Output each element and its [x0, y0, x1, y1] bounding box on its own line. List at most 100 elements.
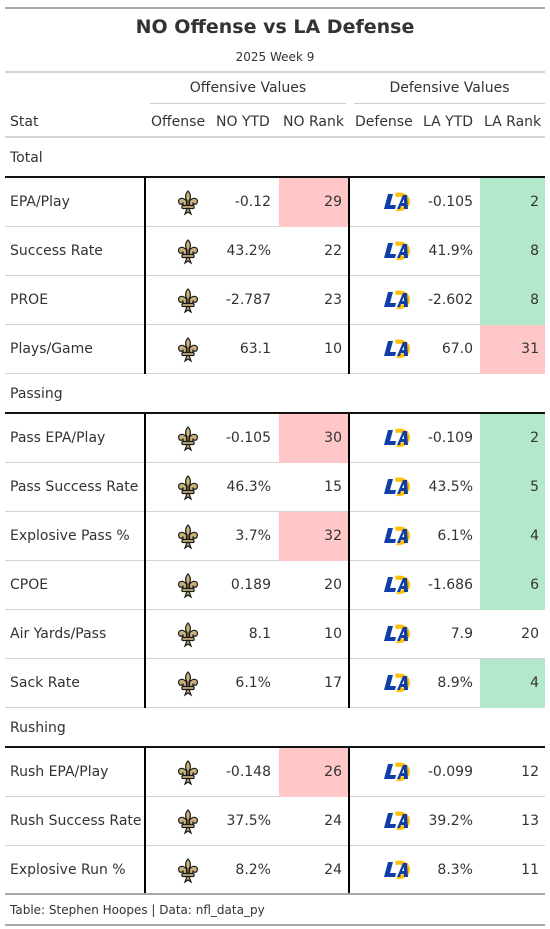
no-ytd-value-text: -0.105: [225, 430, 271, 446]
rams-la-logo-icon: [384, 526, 411, 546]
la-rank-value-text: 2: [530, 194, 539, 210]
no-ytd-value: -0.12: [205, 178, 277, 227]
spanner-offensive-values: Offensive Values: [189, 80, 307, 96]
la-ytd-value: 8.3%: [411, 846, 479, 895]
stat-label: Sack Rate: [5, 659, 145, 708]
stat-label: Pass Success Rate: [5, 463, 145, 512]
la-rank-value-text: 6: [530, 577, 539, 593]
stat-label-text: PROE: [10, 292, 49, 308]
column-header-defense: Defense: [355, 114, 413, 130]
stat-label: Success Rate: [5, 227, 145, 276]
rams-la-logo-icon: [384, 192, 411, 212]
la-rank-value: 5: [480, 463, 545, 512]
table-row: Plays/Game 63.1 10 67.0 31: [5, 325, 545, 374]
la-ytd-value-text: 8.3%: [437, 862, 473, 878]
la-ytd-value-text: 6.1%: [437, 528, 473, 544]
no-rank-value-text: 30: [324, 430, 342, 446]
no-rank-value: 22: [279, 227, 348, 276]
rams-la-logo-icon: [384, 339, 411, 359]
no-rank-value: 24: [279, 846, 348, 895]
no-rank-value: 10: [279, 610, 348, 659]
stat-label-text: Explosive Pass %: [10, 528, 130, 544]
stat-label: Air Yards/Pass: [5, 610, 145, 659]
table-row: Success Rate 43.2% 22 41.9% 8: [5, 227, 545, 276]
no-rank-value: 23: [279, 276, 348, 325]
la-ytd-value: -0.105: [411, 178, 479, 227]
stat-label: CPOE: [5, 561, 145, 610]
no-ytd-value-text: 8.2%: [235, 862, 271, 878]
column-header-rule: [5, 136, 545, 138]
table-subtitle: 2025 Week 9: [235, 50, 315, 64]
no-ytd-value-text: -0.12: [234, 194, 271, 210]
la-ytd-value-text: -1.686: [427, 577, 473, 593]
group-row-passing: Passing: [5, 374, 545, 414]
la-rank-value-text: 12: [521, 764, 539, 780]
la-rank-value-text: 31: [521, 341, 539, 357]
la-rank-value: 13: [480, 797, 545, 846]
no-rank-value: 26: [279, 748, 348, 797]
no-ytd-value: 46.3%: [205, 463, 277, 512]
no-rank-value-text: 23: [324, 292, 342, 308]
stat-label: Pass EPA/Play: [5, 414, 145, 463]
column-header-offense: Offense: [151, 114, 206, 130]
la-ytd-value-text: -2.602: [427, 292, 473, 308]
la-rank-value: 31: [480, 325, 545, 374]
la-ytd-value: 43.5%: [411, 463, 479, 512]
la-ytd-value-text: -0.105: [427, 194, 473, 210]
stat-label: Plays/Game: [5, 325, 145, 374]
no-rank-value: 17: [279, 659, 348, 708]
la-ytd-value: -0.109: [411, 414, 479, 463]
no-ytd-value-text: 37.5%: [226, 813, 271, 829]
saints-fleur-de-lis-icon: [177, 524, 199, 550]
la-rank-value-text: 2: [530, 430, 539, 446]
stat-label-text: Success Rate: [10, 243, 103, 259]
stat-label-text: Pass Success Rate: [10, 479, 139, 495]
la-ytd-value-text: 41.9%: [428, 243, 473, 259]
no-rank-value: 15: [279, 463, 348, 512]
no-ytd-value-text: 63.1: [239, 341, 271, 357]
group-divider: [5, 176, 545, 178]
group-row-rushing: Rushing: [5, 708, 545, 748]
stat-label: Rush EPA/Play: [5, 748, 145, 797]
stat-label-text: Rush EPA/Play: [10, 764, 109, 780]
defense-separator: [348, 178, 350, 374]
rams-la-logo-icon: [384, 575, 411, 595]
column-header-la-ytd: LA YTD: [423, 114, 474, 130]
table-row: Pass EPA/Play -0.105 30 -0.109 2: [5, 414, 545, 463]
no-rank-value-text: 10: [324, 341, 342, 357]
no-ytd-value: 8.2%: [205, 846, 277, 895]
rams-la-logo-icon: [384, 624, 411, 644]
rams-la-logo-icon: [384, 673, 411, 693]
no-ytd-value: 6.1%: [205, 659, 277, 708]
stat-label: EPA/Play: [5, 178, 145, 227]
la-ytd-value-text: -0.099: [427, 764, 473, 780]
no-ytd-value: 37.5%: [205, 797, 277, 846]
la-rank-value: 8: [480, 227, 545, 276]
no-rank-value-text: 22: [324, 243, 342, 259]
la-ytd-value: 67.0: [411, 325, 479, 374]
la-rank-value: 8: [480, 276, 545, 325]
stat-label: Rush Success Rate: [5, 797, 145, 846]
no-rank-value-text: 24: [324, 813, 342, 829]
offense-separator: [144, 414, 146, 708]
group-divider: [5, 746, 545, 748]
saints-fleur-de-lis-icon: [177, 475, 199, 501]
no-ytd-value-text: 0.189: [230, 577, 271, 593]
saints-fleur-de-lis-icon: [177, 288, 199, 314]
no-rank-value: 24: [279, 797, 348, 846]
stat-label: Explosive Pass %: [5, 512, 145, 561]
la-rank-value: 4: [480, 512, 545, 561]
no-ytd-value: 0.189: [205, 561, 277, 610]
no-rank-value-text: 17: [324, 675, 342, 691]
saints-fleur-de-lis-icon: [177, 190, 199, 216]
no-rank-value: 20: [279, 561, 348, 610]
stat-label-text: EPA/Play: [10, 194, 70, 210]
table-row: Explosive Pass % 3.7% 32 6.1% 4: [5, 512, 545, 561]
table-row: Rush Success Rate 37.5% 24 39.2% 13: [5, 797, 545, 846]
no-ytd-value-text: 43.2%: [226, 243, 271, 259]
group-divider: [5, 412, 545, 414]
la-ytd-value-text: -0.109: [427, 430, 473, 446]
la-rank-value: 2: [480, 178, 545, 227]
column-header-no-ytd: NO YTD: [216, 114, 270, 130]
la-rank-value: 20: [480, 610, 545, 659]
